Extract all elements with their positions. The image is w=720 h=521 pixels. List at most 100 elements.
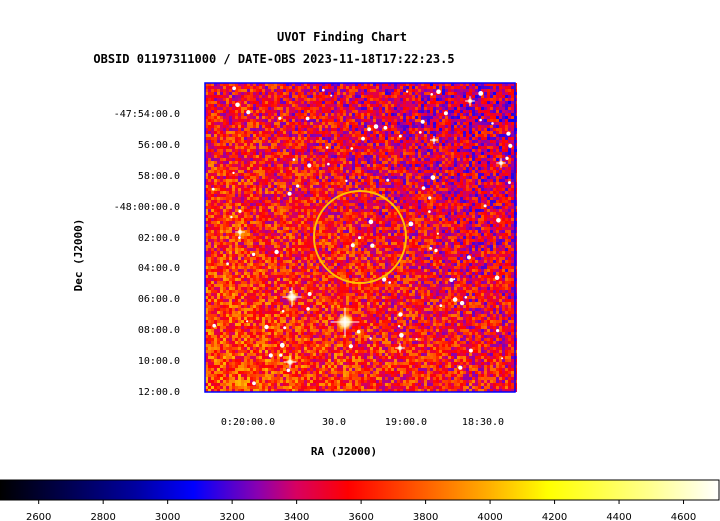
star <box>235 102 240 108</box>
star <box>348 344 353 349</box>
colorbar-tick-label: 3800 <box>413 512 438 521</box>
chart-title: UVOT Finding Chart <box>277 30 407 44</box>
x-tick-label: 18:30.0 <box>462 417 504 428</box>
x-tick-labels: 0:20:00.0 30.0 19:00.0 18:30.0 <box>221 417 504 428</box>
star <box>268 353 273 358</box>
star <box>496 329 500 333</box>
colorbar-tick-label: 4000 <box>477 512 502 521</box>
star <box>501 357 504 360</box>
star <box>415 338 418 341</box>
chart-subtitle: OBSID 01197311000 / DATE-OBS 2023-11-18T… <box>93 52 454 66</box>
y-tick-label: -48:00:00.0 <box>114 202 180 213</box>
star <box>279 342 285 348</box>
star <box>406 90 409 93</box>
star <box>496 218 501 223</box>
y-tick-label: 10:00.0 <box>138 356 180 367</box>
star <box>281 309 285 313</box>
star <box>350 243 355 248</box>
star <box>507 181 511 185</box>
star <box>246 110 251 115</box>
star <box>246 320 249 323</box>
x-axis-label: RA (J2000) <box>311 445 377 458</box>
star <box>397 325 401 328</box>
y-axis-label: Dec (J2000) <box>72 219 85 292</box>
star <box>388 281 392 284</box>
star <box>452 297 458 302</box>
star <box>211 187 215 191</box>
star <box>458 365 463 370</box>
target-circle-marker <box>313 190 407 284</box>
y-tick-label: 02:00.0 <box>138 233 180 244</box>
star <box>330 94 333 97</box>
x-tick-label: 0:20:00.0 <box>221 417 275 428</box>
colorbar-tick-label: 4600 <box>671 512 696 521</box>
star <box>238 236 241 240</box>
star <box>443 111 448 116</box>
star <box>369 337 372 340</box>
star <box>373 124 379 129</box>
star <box>421 186 426 190</box>
stars-layer <box>211 86 513 386</box>
star <box>252 381 256 386</box>
star <box>436 89 441 94</box>
star <box>439 304 443 308</box>
star <box>383 125 388 130</box>
colorbar-ticks: 2600 2800 3000 3200 3400 3600 3800 4000 4200 4400… <box>26 500 696 521</box>
star <box>491 122 494 125</box>
star <box>418 131 422 134</box>
star <box>212 323 216 328</box>
y-tick-label: 04:00.0 <box>138 263 180 274</box>
star <box>478 91 484 96</box>
star <box>274 249 279 255</box>
star <box>251 252 256 257</box>
star <box>449 278 454 282</box>
star <box>264 324 269 330</box>
colorbar-tick-label: 4200 <box>542 512 567 521</box>
star <box>230 215 233 219</box>
star <box>327 162 330 166</box>
y-tick-label: -47:54:00.0 <box>114 109 180 120</box>
x-tick-label: 30.0 <box>322 417 346 428</box>
star <box>453 278 456 281</box>
star <box>361 136 365 141</box>
star <box>430 93 434 96</box>
star <box>292 158 296 161</box>
colorbar-tick-label: 3400 <box>284 512 309 521</box>
star <box>278 116 282 120</box>
star <box>508 143 513 148</box>
star <box>307 292 312 296</box>
star <box>483 204 487 208</box>
star <box>408 221 414 227</box>
star <box>232 86 237 91</box>
x-tick-label: 19:00.0 <box>385 417 427 428</box>
star <box>429 247 432 250</box>
star <box>436 232 439 235</box>
star <box>479 118 482 122</box>
star <box>420 119 425 124</box>
y-tick-label: 06:00.0 <box>138 294 180 305</box>
star <box>350 147 354 150</box>
star <box>505 156 509 160</box>
star <box>464 296 468 299</box>
star <box>296 184 300 188</box>
star <box>345 179 348 183</box>
colorbar-tick-label: 2800 <box>90 512 115 521</box>
star <box>398 134 402 138</box>
star <box>494 275 500 281</box>
star <box>226 262 229 266</box>
colorbar-bar <box>0 479 720 501</box>
y-tick-label: 58:00.0 <box>138 171 180 182</box>
image-frame <box>204 82 516 393</box>
star <box>370 243 375 248</box>
star <box>506 131 511 136</box>
star <box>325 146 329 149</box>
star <box>368 219 374 225</box>
colorbar-tick-label: 3000 <box>155 512 180 521</box>
y-tick-label: 08:00.0 <box>138 325 180 336</box>
star <box>386 178 390 182</box>
star <box>467 255 471 260</box>
star <box>358 236 361 240</box>
star <box>382 277 387 282</box>
colorbar-tick-label: 3200 <box>219 512 244 521</box>
